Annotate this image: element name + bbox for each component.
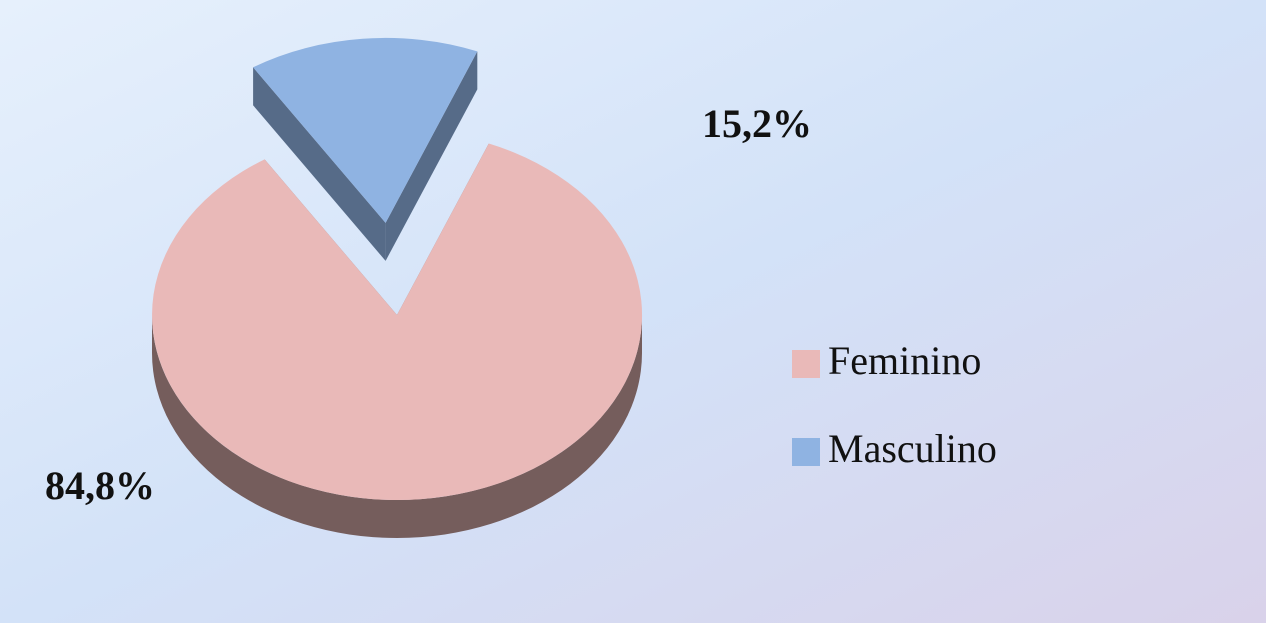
- data-label: 15,2%: [702, 101, 812, 146]
- slice-side: [152, 315, 642, 538]
- pie: [152, 37, 643, 538]
- legend-label: Feminino: [828, 338, 981, 383]
- slice-cut-face: [385, 51, 478, 261]
- slice-cut-face: [253, 67, 386, 261]
- legend-swatch: [792, 350, 820, 378]
- pie-slice: [253, 37, 478, 223]
- data-label: 84,8%: [45, 463, 155, 508]
- legend-swatch: [792, 438, 820, 466]
- legend-label: Masculino: [828, 426, 997, 471]
- pie-slice: [152, 143, 643, 501]
- labels: 84,8% 15,2% Feminino Masculino: [45, 101, 997, 508]
